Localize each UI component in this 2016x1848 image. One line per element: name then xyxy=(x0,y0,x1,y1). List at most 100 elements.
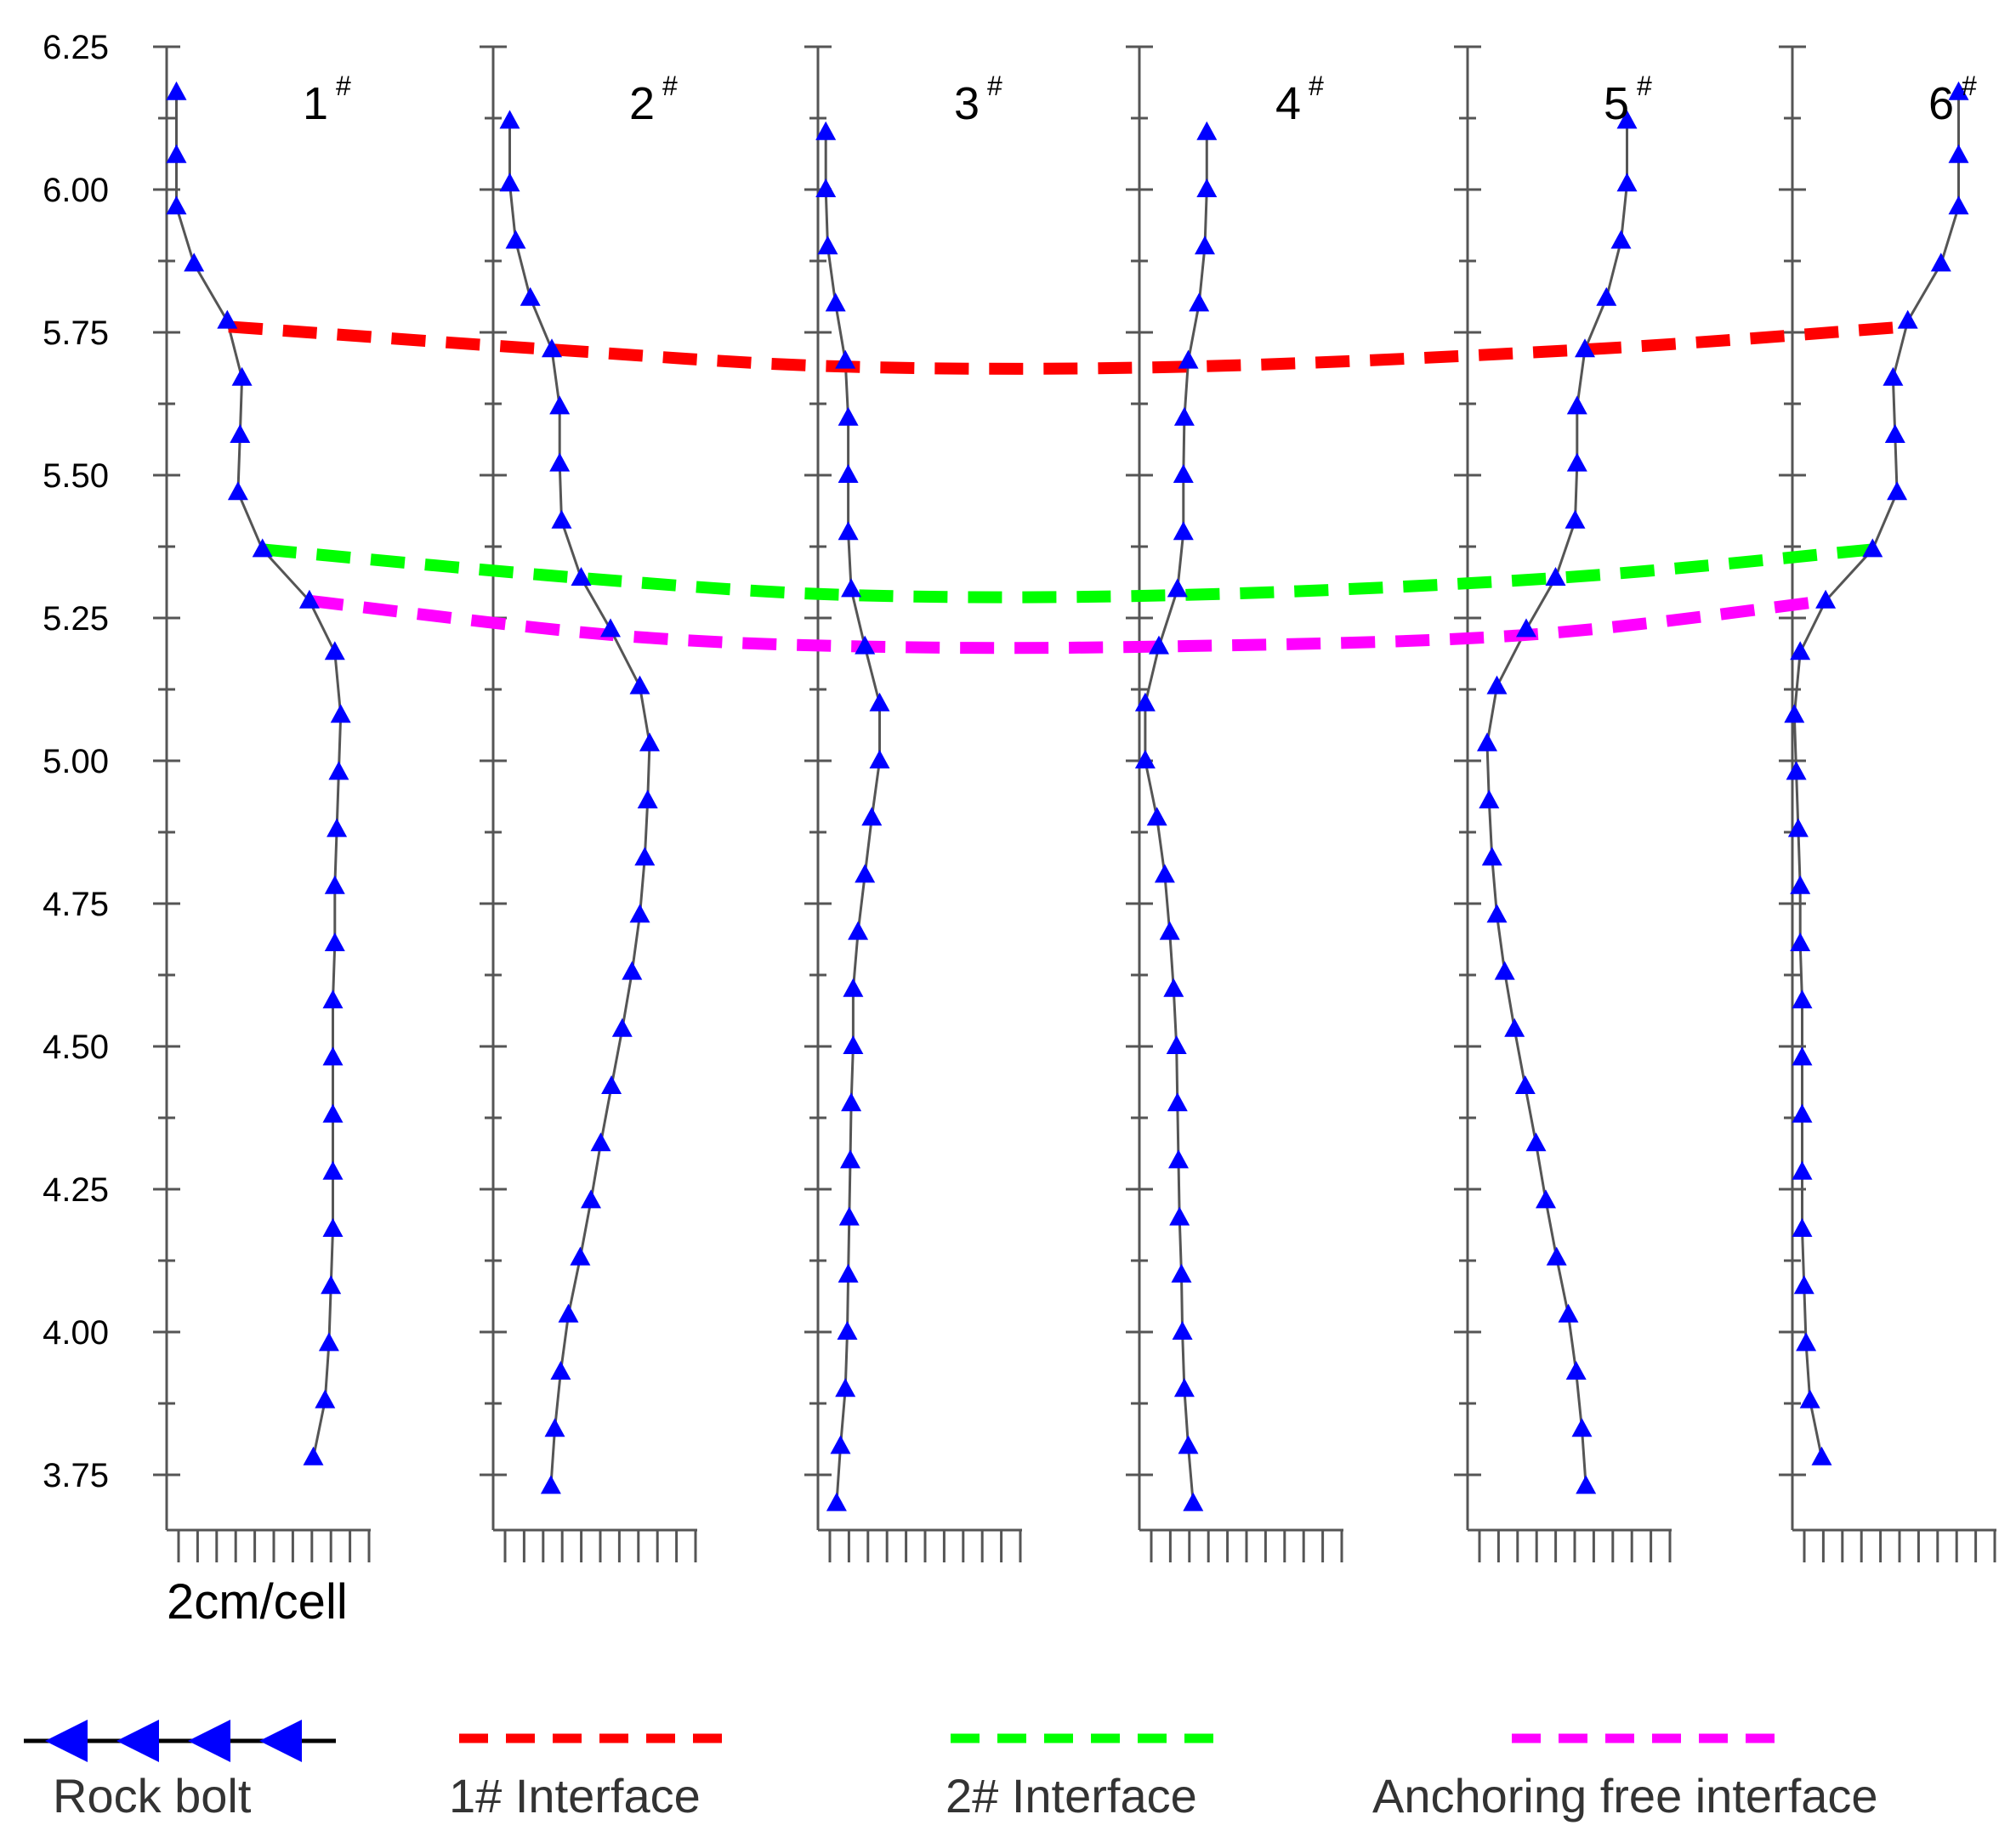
bolt-marker xyxy=(629,904,650,923)
bolt-marker xyxy=(318,1332,339,1352)
bolt-marker xyxy=(540,1475,561,1494)
bolt-marker xyxy=(499,110,520,129)
bolt-marker xyxy=(1948,81,1969,100)
y-tick-label: 4.50 xyxy=(43,1029,109,1066)
bolt-marker xyxy=(1545,567,1566,586)
bolt-marker xyxy=(322,1218,344,1237)
bolt-marker xyxy=(550,1361,571,1380)
bolt-marker xyxy=(611,1018,633,1037)
legend-interface-1-label: 1# Interface xyxy=(449,1769,701,1822)
y-tick-label: 5.50 xyxy=(43,457,109,495)
y-tick-label: 3.75 xyxy=(43,1457,109,1494)
bolt-marker xyxy=(1786,761,1807,780)
bolt-marker xyxy=(571,567,592,586)
bolt-line xyxy=(175,92,343,1459)
bolt-marker xyxy=(558,1303,579,1323)
labels-layer: 6.25 6.00 5.75 5.50 5.25 5.00 4.75 4.50 4.25 4.00… xyxy=(43,29,1977,1494)
bolt-marker xyxy=(328,761,349,780)
bolt-marker xyxy=(542,338,562,358)
bolt-marker xyxy=(835,1378,856,1397)
bolt-marker xyxy=(1504,1018,1525,1037)
bolt-marker xyxy=(1178,349,1199,369)
bolt-marker xyxy=(869,692,890,711)
bolt-marker xyxy=(639,732,660,751)
bolt-marker xyxy=(869,750,890,768)
y-tick-label: 4.75 xyxy=(43,886,109,923)
bolt-marker xyxy=(322,1046,344,1066)
bolt-marker xyxy=(1566,395,1587,415)
bolt-marker xyxy=(622,961,643,980)
bolt-marker xyxy=(324,933,345,951)
bolt-marker xyxy=(1862,538,1883,558)
bolt-marker xyxy=(1576,1475,1597,1494)
bolt-marker xyxy=(815,121,837,140)
bolt-line xyxy=(1485,121,1628,1487)
bolt-marker xyxy=(1887,481,1908,501)
bolt-marker xyxy=(1167,578,1188,598)
bolt-marker xyxy=(303,1446,324,1465)
bolt-marker xyxy=(1799,1389,1820,1409)
bolt-marker xyxy=(837,1321,858,1340)
bolt-marker xyxy=(324,641,345,660)
bolt-marker xyxy=(1154,864,1175,883)
legend-rock-bolt-label: Rock bolt xyxy=(53,1769,252,1822)
bolt-marker xyxy=(600,618,621,638)
bolt-marker xyxy=(1792,989,1813,1009)
bolt-marker xyxy=(590,1132,611,1152)
bolt-marker xyxy=(601,1075,622,1094)
bolt-marker xyxy=(1884,424,1905,443)
bolt-marker xyxy=(629,675,650,694)
bolt-marker xyxy=(1930,252,1951,272)
bolt-marker xyxy=(252,538,273,558)
bolt-marker xyxy=(1616,173,1638,192)
bolt-marker xyxy=(1575,338,1595,358)
bolt-marker xyxy=(570,1246,591,1266)
legend-interface-1: 1# Interface xyxy=(449,1733,731,1822)
interfaces-layer xyxy=(228,320,1907,655)
bolt-line xyxy=(508,121,651,1487)
bolt-marker xyxy=(1792,1103,1813,1123)
bolt-marker xyxy=(1479,790,1500,808)
bolt-marker xyxy=(825,292,846,312)
bolt-marker xyxy=(551,509,572,529)
bolt-marker xyxy=(298,589,320,609)
bolt-marker xyxy=(826,1492,847,1511)
bolt-marker xyxy=(1948,144,1969,163)
bolt-marker xyxy=(1163,978,1184,997)
bolt-marker xyxy=(1565,509,1586,529)
bolt-line xyxy=(1792,92,1960,1459)
y-tick-label: 5.25 xyxy=(43,600,109,638)
legend-interface-2: 2# Interface xyxy=(946,1733,1223,1822)
panel-label-superscript: # xyxy=(987,71,1002,101)
bolt-marker xyxy=(1494,961,1515,980)
panel-label: 1 xyxy=(303,78,328,129)
panel-label-superscript: # xyxy=(1637,71,1652,101)
bolt-marker xyxy=(1784,704,1805,723)
bolt-marker xyxy=(1173,1378,1195,1397)
bolt-marker xyxy=(1196,121,1218,140)
bolt-marker xyxy=(1796,1332,1817,1352)
bolt-marker xyxy=(549,452,571,472)
bolt-marker xyxy=(1948,196,1969,215)
bolt-marker xyxy=(1558,1303,1579,1323)
bolt-marker xyxy=(848,921,869,940)
bolt-marker xyxy=(1792,1218,1813,1237)
bolt-marker xyxy=(1171,1263,1192,1283)
bolt-marker xyxy=(838,464,859,483)
bolt-marker xyxy=(1546,1246,1567,1266)
bolt-marker xyxy=(321,1275,342,1295)
bolt-marker xyxy=(1169,1206,1190,1226)
bolt-marker xyxy=(1516,618,1536,638)
bolt-marker xyxy=(327,818,348,837)
bolt-marker xyxy=(1173,521,1194,541)
bolt-marker xyxy=(817,235,838,255)
bolt-marker xyxy=(1196,179,1218,197)
bolt-marker xyxy=(1787,818,1809,837)
bolt-marker xyxy=(1172,1321,1193,1340)
bolt-marker xyxy=(315,1389,336,1409)
bolt-marker xyxy=(1610,230,1632,249)
bolt-marker xyxy=(499,173,520,192)
bolt-marker xyxy=(1514,1075,1536,1094)
bolt-marker xyxy=(843,978,864,997)
bolt-marker xyxy=(841,578,862,598)
